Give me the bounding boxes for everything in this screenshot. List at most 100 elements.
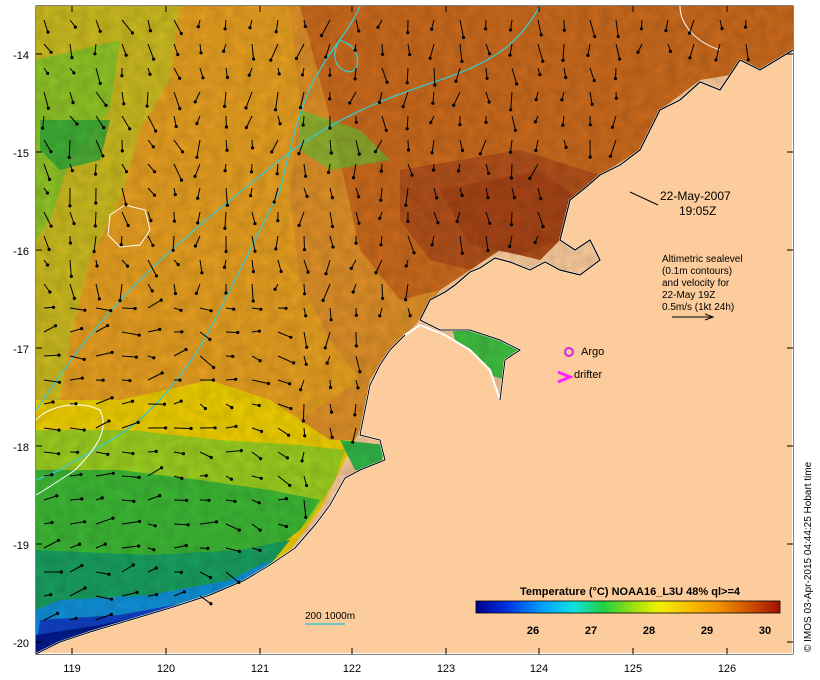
velocity-vector-head [47,177,52,181]
velocity-vector [329,235,334,248]
velocity-vector-head [209,309,213,313]
velocity-vector [300,379,305,390]
velocity-vector-head [203,406,207,411]
velocity-vector-head [401,105,405,109]
velocity-vector-head [184,347,188,352]
x-tick-label: 122 [343,663,361,675]
velocity-vector [509,43,513,56]
velocity-vector [485,187,489,198]
velocity-vector-head [234,377,238,381]
velocity-vector-head [80,497,84,501]
velocity-vector-head [278,122,282,126]
velocity-vector [615,67,617,79]
velocity-vector [121,451,133,454]
velocity-vector-head [289,335,293,339]
velocity-vector-head [55,611,60,616]
velocity-vector-head [358,370,362,374]
velocity-vector [245,91,253,109]
velocity-vector [147,299,162,309]
velocity-vector [511,115,516,131]
velocity-vector-head [80,563,84,568]
velocity-vector [381,115,387,131]
velocity-vector-head [357,195,361,199]
colorbar-tick: 29 [701,625,713,637]
velocity-vector [147,19,151,31]
velocity-vector-head [327,170,331,175]
velocity-vector [69,521,85,525]
altimetry-label: Altimetric sealevel [662,254,743,265]
velocity-vector-head [151,243,155,247]
velocity-vector-head [305,483,309,488]
velocity-vector [325,43,331,58]
velocity-vector [69,307,85,311]
velocity-vector-head [133,306,137,311]
velocity-vector [199,259,203,273]
velocity-vector-head [277,72,281,76]
velocity-vector [43,427,60,431]
velocity-vector-head [180,330,184,334]
velocity-vector-head [195,155,199,159]
velocity-vector-head [288,483,292,487]
velocity-vector [69,587,86,597]
velocity-vector [298,211,305,226]
velocity-vector-head [41,126,45,130]
velocity-vector-head [82,520,87,524]
velocity-vector [225,187,228,206]
velocity-vector [147,328,160,333]
velocity-vector [43,43,52,53]
velocity-vector-head [51,400,55,404]
velocity-vector-head [149,218,153,223]
velocity-vector-head [72,221,76,226]
velocity-vector [485,91,490,103]
velocity-vector-head [430,243,434,247]
velocity-vector-head [538,73,542,77]
velocity-vector-head [110,350,114,354]
velocity-vector-head [237,580,241,585]
velocity-vector [121,421,139,429]
velocity-vector-head [50,473,54,477]
velocity-vector-head [160,371,164,375]
velocity-vector-head [100,496,104,500]
velocity-vector-head [124,53,128,57]
velocity-vector-head [46,30,50,34]
velocity-vector [69,115,78,125]
velocity-vector-head [179,178,184,182]
velocity-vector [355,211,360,224]
velocity-vector-head [153,524,157,528]
velocity-vector-head [351,440,355,444]
velocity-vector-head [509,176,513,180]
velocity-vector [95,571,110,575]
velocity-vector-head [50,520,54,525]
velocity-vector [121,187,127,205]
velocity-vector-head [378,314,382,318]
velocity-vector [510,211,513,225]
velocity-vector [535,139,539,151]
velocity-vector-head [97,297,101,301]
velocity-vector-head [304,314,308,318]
velocity-vector-head [131,563,135,567]
velocity-vector [199,521,217,525]
velocity-vector [324,331,331,348]
velocity-vector [277,451,288,459]
velocity-vector-head [259,457,263,461]
drifter-label: drifter [574,369,602,381]
velocity-vector-head [77,542,82,546]
drifter-marker [557,370,574,384]
velocity-vector-head [152,57,156,61]
velocity-vector-head [508,150,513,154]
velocity-vector [95,397,113,405]
velocity-vector [321,19,331,36]
velocity-vector-head [71,101,75,105]
colorbar: Temperature (°C) NOAA16_L3U 48% ql>=4 26… [475,586,781,637]
velocity-vector-head [406,148,411,152]
velocity-vector-head [232,307,236,311]
velocity-vector-head [154,129,158,133]
velocity-vector [381,43,384,55]
y-tick-label: -19 [13,540,29,552]
velocity-vector-head [330,224,335,229]
velocity-vector-head [320,33,324,38]
velocity-vector-head [159,298,163,302]
velocity-vector-head [171,248,175,252]
velocity-vector-head [193,244,197,248]
velocity-vector [119,283,123,301]
